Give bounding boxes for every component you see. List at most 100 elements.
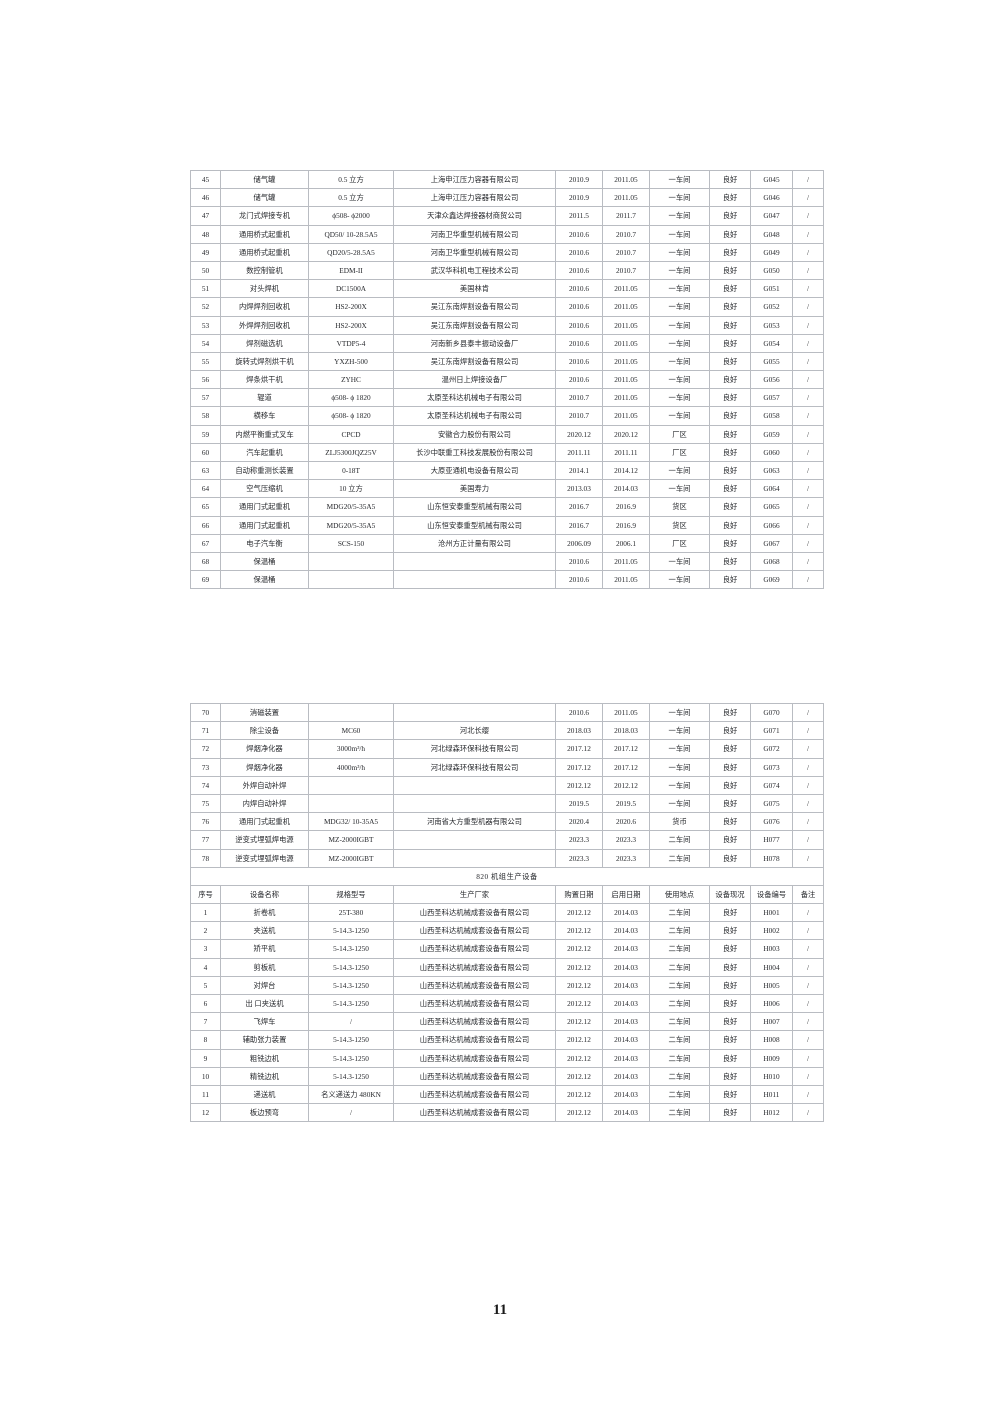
section-title: 820 机组生产设备 [190, 866, 824, 886]
table-row: 57 辊道 ϕ508- ϕ 1820 太原圣科达机械电子有限公司 2010.7 2011.… [190, 388, 824, 408]
cell-code: H077 [750, 830, 793, 850]
table-row: 74 外焊自动补焊 2012.12 2012.12 一车间 良好 G074/ [190, 775, 824, 795]
cell-condition: 良好 [709, 921, 751, 941]
cell-index: 51 [190, 279, 221, 299]
cell-spec: 5-14.3-1250 [308, 1048, 394, 1068]
cell-note: / [792, 1103, 824, 1123]
cell-name: 对焊台 [220, 975, 309, 996]
cell-location: 一车间 [649, 388, 710, 408]
cell-purchase-date: 2010.6 [555, 551, 603, 572]
cell-code: G058 [750, 406, 793, 426]
cell-condition: 良好 [709, 812, 751, 832]
cell-name: 矫平机 [220, 939, 309, 959]
cell-manufacturer: 山西圣科达机械成套设备有限公司 [393, 975, 556, 996]
table-row: 55 旋转式焊剂烘干机 YXZH-500 吴江东南焊割设备有限公司 2010.6 2011… [190, 351, 824, 372]
table-row: 71 除尘设备 MC60 河北长缨 2018.03 2018.03 一车间 良好 G071/ [190, 721, 824, 741]
cell-note: / [792, 1084, 824, 1105]
cell-purchase-date: 2010.6 [555, 242, 603, 262]
table-row: 45 储气罐 0.5 立方 上海申江压力容器有限公司 2010.9 2011.05 一车间良… [190, 169, 824, 190]
cell-manufacturer: 山西圣科达机械成套设备有限公司 [393, 993, 556, 1014]
cell-start-date: 2014.03 [602, 479, 650, 499]
cell-condition: 良好 [709, 460, 751, 481]
cell-note: / [792, 1012, 824, 1032]
cell-condition: 良好 [709, 315, 751, 335]
cell-name: 逆变式埋弧焊电源 [220, 848, 309, 868]
table-row: 3 矫平机 5-14.3-1250 山西圣科达机械成套设备有限公司 2012.12 201… [190, 939, 824, 959]
cell-purchase-date: 2012.12 [555, 1066, 603, 1086]
cell-index: 5 [190, 975, 221, 996]
cell-name: 焊条烘干机 [220, 370, 309, 390]
cell-spec: 5-14.3-1250 [308, 957, 394, 977]
cell-location: 一车间 [649, 351, 710, 372]
cell-manufacturer [393, 793, 556, 814]
cell-note: / [792, 242, 824, 262]
table-row: 58 横移车 ϕ508- ϕ 1820 太原圣科达机械电子有限公司 2010.7 2011… [190, 406, 824, 426]
cell-note: / [792, 169, 824, 190]
cell-name: 剪板机 [220, 957, 309, 977]
cell-spec: 10 立方 [308, 479, 394, 499]
cell-spec [308, 793, 394, 814]
cell-manufacturer: 美国寿力 [393, 479, 556, 499]
cell-code: G068 [750, 551, 793, 572]
cell-start-date: 2014.03 [602, 975, 650, 996]
cell-index: 54 [190, 333, 221, 353]
cell-code: H005 [750, 975, 793, 996]
cell-location: 厂区 [649, 533, 710, 553]
cell-condition: 良好 [709, 1030, 751, 1050]
cell-index: 53 [190, 315, 221, 335]
cell-location: 二车间 [649, 975, 710, 996]
cell-spec: ϕ508- ϕ 1820 [308, 406, 394, 426]
table-row: 60 汽车起重机 ZLJ5300JQZ25V 长沙中联重工科技发展股份有限公司 2011… [190, 442, 824, 463]
cell-code: G051 [750, 279, 793, 299]
column-header-start-date: 启用日期 [602, 884, 650, 905]
cell-condition: 良好 [709, 442, 751, 463]
cell-index: 74 [190, 775, 221, 795]
cell-code: H012 [750, 1103, 793, 1123]
cell-note: / [792, 479, 824, 499]
cell-spec: 5-14.3-1250 [308, 939, 394, 959]
cell-purchase-date: 2012.12 [555, 921, 603, 941]
cell-note: / [792, 551, 824, 572]
cell-note: / [792, 351, 824, 372]
cell-condition: 良好 [709, 830, 751, 850]
cell-start-date: 2014.03 [602, 1103, 650, 1123]
table-row: 52 内焊焊剂回收机 HS2-200X 吴江东南焊割设备有限公司 2010.6 2011.… [190, 297, 824, 317]
cell-code: G076 [750, 812, 793, 832]
cell-manufacturer: 河南新乡县泰丰振动设备厂 [393, 333, 556, 353]
cell-condition: 良好 [709, 1012, 751, 1032]
cell-condition: 良好 [709, 388, 751, 408]
cell-purchase-date: 2023.3 [555, 830, 603, 850]
cell-location: 二车间 [649, 830, 710, 850]
cell-code: G063 [750, 460, 793, 481]
cell-index: 48 [190, 224, 221, 244]
cell-manufacturer [393, 775, 556, 795]
cell-name: 折卷机 [220, 903, 309, 923]
table-row: 59 内燃平衡重式叉车 CPCD 安徽合力股份有限公司 2020.12 2020.12 厂区… [190, 424, 824, 444]
cell-code: G047 [750, 206, 793, 226]
cell-spec [308, 702, 394, 723]
cell-condition: 良好 [709, 551, 751, 572]
cell-name: 消磁装置 [220, 702, 309, 723]
cell-condition: 良好 [709, 242, 751, 262]
cell-location: 二车间 [649, 957, 710, 977]
cell-purchase-date: 2010.6 [555, 224, 603, 244]
column-header-location: 使用地点 [649, 884, 710, 905]
table-row: 75 内焊自动补焊 2019.5 2019.5 一车间 良好 G075/ [190, 793, 824, 814]
cell-manufacturer: 吴江东南焊割设备有限公司 [393, 297, 556, 317]
cell-manufacturer: 山西圣科达机械成套设备有限公司 [393, 1030, 556, 1050]
cell-name: 通用门式起重机 [220, 812, 309, 832]
cell-note: / [792, 757, 824, 777]
cell-location: 一车间 [649, 702, 710, 723]
cell-location: 二车间 [649, 939, 710, 959]
table-row: 65 通用门式起重机 MDG20/5-35A5 山东恒安泰重型机械有限公司 2016.7… [190, 497, 824, 517]
cell-note: / [792, 188, 824, 208]
cell-manufacturer: 吴江东南焊割设备有限公司 [393, 351, 556, 372]
table-row: 47 龙门式焊接专机 ϕ508- ϕ2000 天津众鑫达焊接器材商贸公司 2011.5 2… [190, 206, 824, 226]
cell-code: G073 [750, 757, 793, 777]
cell-code: G050 [750, 260, 793, 281]
table-row: 5 对焊台 5-14.3-1250 山西圣科达机械成套设备有限公司 2012.12 201… [190, 975, 824, 996]
cell-note: / [792, 206, 824, 226]
cell-note: / [792, 224, 824, 244]
cell-location: 一车间 [649, 406, 710, 426]
table-row: 48 通用桥式起重机 QD50/ 10-28.5A5 河南卫华重型机械有限公司 2010… [190, 224, 824, 244]
